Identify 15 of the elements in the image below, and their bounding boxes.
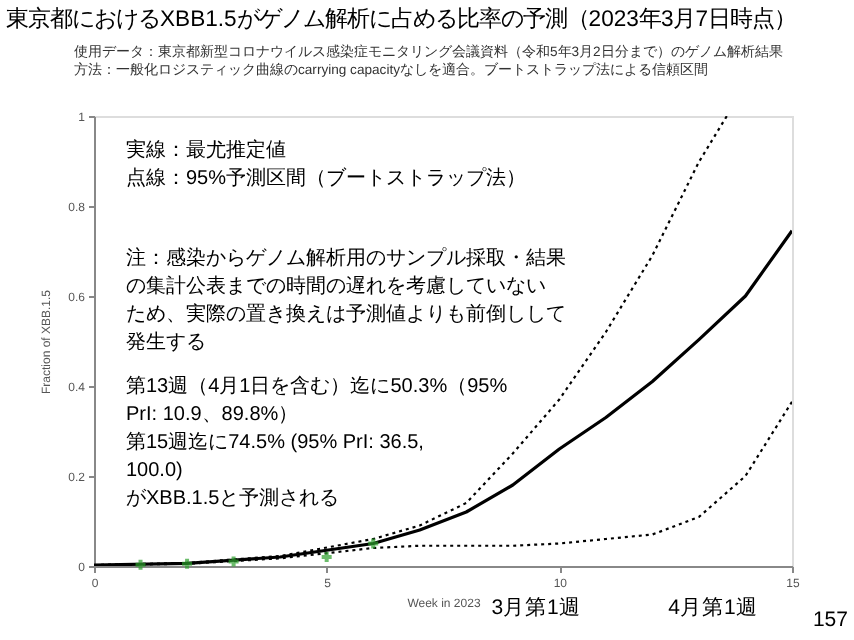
text: 3月第1週 xyxy=(491,596,581,620)
annotation: がXBB.1.5と予測される xyxy=(126,486,340,510)
annotation: の集計公表までの時間の遅れを考慮していない xyxy=(126,274,546,298)
annotation: 第15週迄に74.5% (95% PrI: 36.5, xyxy=(126,430,424,454)
annotation: 発生する xyxy=(126,330,206,354)
annotation: ため、実際の置き換えは予測値よりも前倒しして xyxy=(126,302,566,326)
annotation: PrI: 10.9、89.8%） xyxy=(126,404,299,426)
annotation: 注：感染からゲノム解析用のサンプル採取・結果 xyxy=(126,246,566,270)
annotation: 実線：最尤推定値 xyxy=(126,138,286,162)
annotation: 第13週（4月1日を含む）迄に50.3%（95% xyxy=(126,374,508,398)
annotation: 点線：95%予測区間（ブートストラップ法） xyxy=(126,166,527,190)
annotation: 100.0) xyxy=(126,460,183,482)
text: 4月第1週 xyxy=(668,596,758,620)
chart-title: 東京都におけるXBB1.5がゲノム解析に占める比率の予測（2023年3月7日時点） xyxy=(6,6,797,32)
text: 157 xyxy=(812,608,849,632)
